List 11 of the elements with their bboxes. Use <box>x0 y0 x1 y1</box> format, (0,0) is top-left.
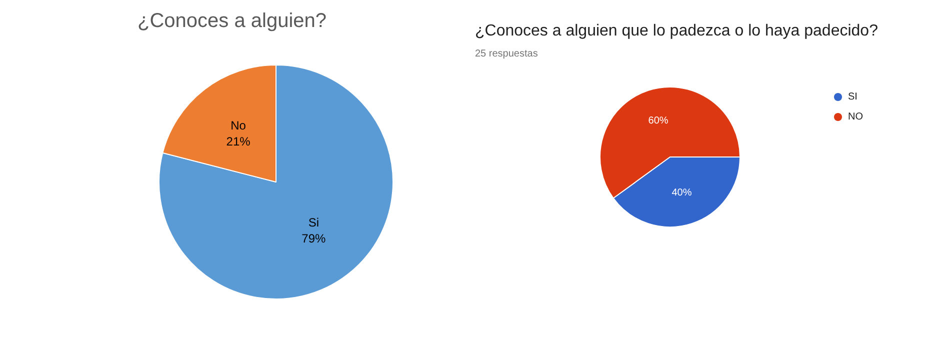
slice-label: No <box>230 118 246 132</box>
data-label: 21% <box>226 134 251 148</box>
data-label: 60% <box>648 115 668 126</box>
data-label: 40% <box>672 188 692 199</box>
legend-label: NO <box>848 112 864 122</box>
slice-label: Si <box>308 216 320 230</box>
data-label: 79% <box>302 232 326 246</box>
chart-title: ¿Conoces a alguien? <box>137 10 327 32</box>
legend-label: SI <box>848 92 858 102</box>
chart-title: ¿Conoces a alguien que lo padezca o lo haya padecido? <box>475 22 878 40</box>
text: 25 respuestas <box>475 48 538 60</box>
